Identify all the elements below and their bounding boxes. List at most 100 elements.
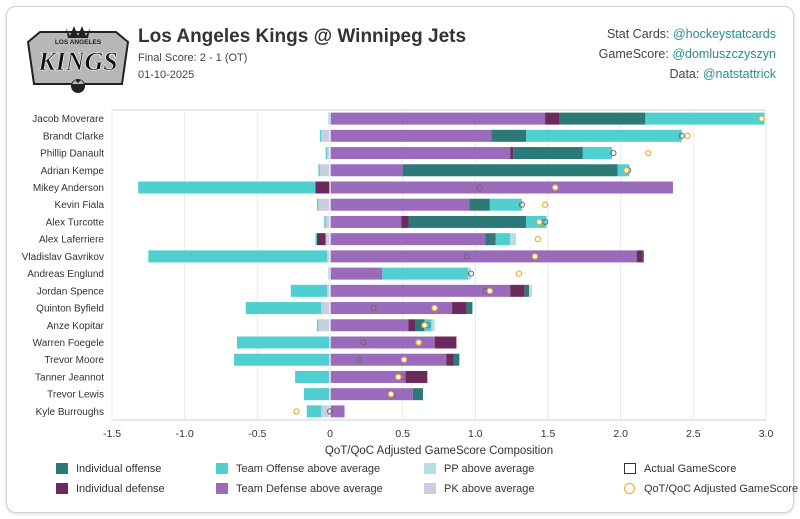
x-tick-label: 2.0	[613, 428, 628, 440]
actual-gamescore-marker	[355, 356, 363, 363]
bar-segment-team-defense	[330, 198, 470, 211]
player-label: Trevor Lewis	[47, 390, 104, 401]
x-axis-label: QoT/QoC Adjusted GameScore Composition	[325, 445, 553, 457]
qot-adjusted-marker	[534, 235, 542, 243]
bar-segment-team-offense	[316, 319, 319, 332]
player-label: Trevor Moore	[44, 355, 104, 366]
bar-segment-team-offense	[138, 181, 316, 194]
bar-segment-team-offense	[382, 267, 469, 280]
qot-adjusted-marker	[541, 201, 549, 208]
x-tick-label: 0	[327, 428, 333, 440]
legend-swatch	[216, 483, 228, 494]
bar-segment-team-offense	[424, 319, 432, 332]
team-logo: LOS ANGELES KINGS	[26, 26, 130, 93]
bar-segment-team-offense	[582, 147, 612, 160]
x-tick-label: -0.5	[248, 428, 266, 440]
bar-segment-team-offense	[328, 112, 330, 125]
page-title: Los Angeles Kings @ Winnipeg Jets	[138, 26, 467, 47]
x-tick-label: 2.5	[686, 428, 701, 440]
credit-label: Data:	[669, 67, 700, 81]
bar-segment-team-offense	[245, 302, 322, 315]
qot-adjusted-marker	[623, 167, 630, 174]
bar-segment-individual-defense	[315, 181, 330, 194]
bar-segment-pp	[431, 319, 435, 332]
bar-segment-individual-offense	[408, 215, 527, 228]
qot-adjusted-marker	[421, 322, 428, 329]
legend-label: QoT/QoC Adjusted GameScore	[644, 483, 799, 495]
player-label: Jordan Spence	[37, 286, 105, 297]
bar-segment-pk	[318, 319, 330, 332]
bar-segment-team-defense	[330, 302, 453, 315]
bar-segment-team-offense	[325, 147, 328, 160]
legend-swatch	[216, 463, 228, 474]
credit-handle[interactable]: @domluszczyszyn	[672, 47, 776, 61]
bar-segment-team-offense	[489, 198, 522, 211]
qot-adjusted-marker	[552, 184, 559, 191]
qot-adjusted-marker	[293, 408, 300, 415]
player-label: Tanner Jeannot	[35, 372, 104, 383]
actual-gamescore-marker	[518, 201, 525, 208]
bar-segment-individual-offense	[453, 353, 460, 366]
actual-gamescore-marker	[326, 408, 334, 415]
x-tick-label: 1.5	[541, 428, 556, 440]
credit-line: Stat Cards: @hockeystatcards	[599, 24, 776, 44]
credit-handle[interactable]: @hockeystatcards	[672, 27, 776, 41]
bar-segment-pk	[321, 129, 330, 142]
player-label: Andreas Englund	[27, 269, 104, 280]
credit-handle[interactable]: @natstattrick	[702, 67, 776, 81]
legend-label: Actual GameScore	[644, 463, 737, 475]
legend-label: PP above average	[444, 463, 535, 475]
qot-adjusted-marker	[645, 149, 652, 157]
bar-segment-team-offense	[319, 129, 322, 142]
bar-segment-pk	[321, 302, 330, 315]
bar-segment-team-offense	[328, 267, 330, 280]
bar-segment-individual-offense	[466, 302, 473, 315]
bar-segment-team-offense	[290, 284, 328, 297]
actual-gamescore-marker	[467, 270, 475, 277]
bar-segment-pp	[529, 284, 533, 297]
x-tick-label: 1.0	[468, 428, 483, 440]
player-label: Anze Kopitar	[47, 321, 105, 332]
credit-label: GameScore:	[598, 47, 669, 61]
legend-label: Team Defense above average	[236, 483, 383, 495]
bar-segment-individual-offense	[513, 147, 583, 160]
legend-swatch	[56, 463, 68, 474]
bar-segment-team-offense	[148, 250, 328, 263]
bar-segment-individual-defense	[446, 353, 454, 366]
player-label: Kyle Burroughs	[36, 407, 104, 418]
qot-adjusted-marker	[758, 115, 765, 122]
actual-gamescore-marker	[370, 304, 377, 312]
bar-segment-team-defense	[330, 215, 402, 228]
bar-segment-individual-defense	[545, 112, 560, 125]
bar-segment-team-defense	[330, 319, 409, 332]
bar-segment-team-offense	[295, 370, 330, 383]
bar-segment-team-offense	[234, 353, 330, 366]
actual-gamescore-marker	[463, 253, 470, 260]
bar-segment-pk	[327, 147, 330, 160]
bar-segment-team-offense	[316, 198, 319, 211]
bar-segment-team-defense	[330, 181, 673, 194]
bar-segment-team-defense	[330, 405, 345, 418]
final-score: Final Score: 2 - 1 (OT)	[138, 52, 248, 64]
player-label: Jacob Moverare	[32, 114, 104, 125]
bar-segment-individual-defense	[434, 336, 457, 349]
legend-swatch	[424, 463, 436, 474]
qot-adjusted-marker	[531, 253, 539, 260]
bar-segment-team-defense	[330, 336, 435, 349]
bar-segment-pk	[327, 250, 330, 263]
bar-segment-individual-offense	[415, 319, 425, 332]
bar-segment-team-offense	[645, 112, 765, 125]
legend-swatch	[56, 483, 68, 494]
player-label: Brandt Clarke	[43, 131, 105, 142]
actual-gamescore-marker	[489, 236, 496, 243]
bar-segment-team-defense	[330, 112, 546, 125]
bar-segment-team-defense	[330, 164, 403, 177]
bar-segment-pk	[325, 233, 330, 246]
player-label: Alex Turcotte	[46, 217, 105, 228]
bar-segment-team-offense	[324, 215, 326, 228]
bar-segment-individual-defense	[510, 147, 514, 160]
svg-text:KINGS: KINGS	[37, 47, 117, 76]
bar-segment-team-offense	[318, 164, 320, 177]
bar-segment-team-defense	[330, 250, 637, 263]
legend-label: Individual defense	[76, 483, 165, 495]
